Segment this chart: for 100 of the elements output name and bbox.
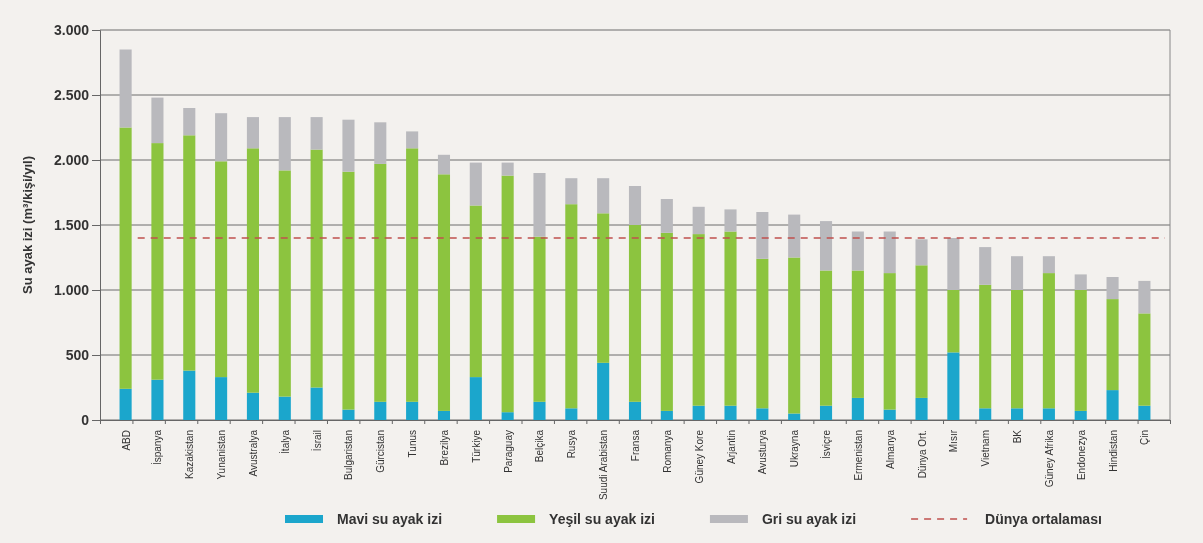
bar xyxy=(756,258,769,409)
bar xyxy=(119,388,132,420)
bar xyxy=(151,379,164,420)
bar xyxy=(119,49,132,128)
x-tick-label: İsrail xyxy=(310,430,323,452)
x-tick-label: Güney Kore xyxy=(693,429,705,484)
legend-label: Mavi su ayak izi xyxy=(337,511,443,527)
bar xyxy=(724,209,737,232)
bar xyxy=(1074,410,1087,420)
bar xyxy=(979,408,992,420)
bar xyxy=(469,205,482,378)
bar xyxy=(501,175,514,413)
bar xyxy=(628,401,642,420)
bar xyxy=(692,206,705,235)
y-tick-label: 1.000 xyxy=(53,281,90,298)
y-tick-label: 0 xyxy=(81,411,90,428)
x-tick-label: İtalya xyxy=(278,429,291,454)
y-tick-label: 3.000 xyxy=(53,21,90,38)
bar xyxy=(215,161,228,378)
bar xyxy=(246,117,259,149)
bar xyxy=(310,117,323,150)
bar xyxy=(342,119,355,172)
bar xyxy=(119,127,132,389)
bar xyxy=(947,238,960,290)
x-tick-label: Yunanistan xyxy=(216,430,228,480)
bar xyxy=(788,413,801,420)
bar xyxy=(819,221,833,271)
x-tick-label: Romanya xyxy=(661,429,673,473)
bar xyxy=(851,231,864,271)
y-tick-label: 2.000 xyxy=(53,151,90,168)
x-tick-label: Fransa xyxy=(630,429,641,462)
x-tick-label: Tunus xyxy=(407,430,419,458)
bar xyxy=(883,409,896,420)
bar xyxy=(1106,277,1119,300)
bar xyxy=(819,405,833,420)
x-tick-label: Suudi Arabistan xyxy=(598,430,610,501)
bar xyxy=(215,377,228,420)
bar xyxy=(1074,290,1087,411)
bar xyxy=(1106,299,1119,391)
bar xyxy=(851,397,864,420)
bar xyxy=(1042,256,1055,274)
bar xyxy=(1106,390,1119,420)
bar xyxy=(183,370,196,420)
bar xyxy=(501,162,514,176)
bar xyxy=(883,273,896,410)
bar xyxy=(533,173,546,237)
x-tick-label: Rusya xyxy=(566,429,578,459)
bar xyxy=(692,234,705,406)
bar xyxy=(246,392,259,420)
bar xyxy=(533,236,546,402)
bar xyxy=(1138,405,1151,420)
x-tick-label: Avusturya xyxy=(757,429,769,475)
bar xyxy=(660,410,673,420)
y-tick-label: 500 xyxy=(65,346,90,363)
x-tick-label: Ermenistan xyxy=(852,430,864,481)
bar xyxy=(756,212,769,259)
bar xyxy=(915,265,928,398)
bar xyxy=(597,362,610,420)
bar xyxy=(819,270,833,406)
bar xyxy=(692,405,705,420)
bar xyxy=(788,257,801,414)
bar xyxy=(246,148,259,393)
bar xyxy=(437,174,451,411)
x-tick-label: Mısır xyxy=(948,429,960,453)
bar xyxy=(469,162,482,206)
x-tick-label: Vietnam xyxy=(980,430,992,467)
bar xyxy=(851,270,864,398)
bar xyxy=(437,154,451,175)
x-tick-label: BK xyxy=(1012,429,1024,444)
legend-label: Gri su ayak izi xyxy=(761,511,857,527)
bar xyxy=(183,135,196,371)
bar xyxy=(278,117,291,171)
bar xyxy=(406,401,419,420)
bar xyxy=(278,396,291,420)
bar xyxy=(151,143,164,380)
bar xyxy=(947,352,960,420)
bar xyxy=(406,148,419,402)
x-tick-label: Kazakistan xyxy=(184,430,196,479)
bar xyxy=(1138,280,1151,314)
bar xyxy=(1138,313,1151,406)
bar xyxy=(151,97,164,144)
bar xyxy=(501,412,514,420)
bar xyxy=(1011,290,1024,409)
x-tick-label: Bulgaristan xyxy=(343,430,355,481)
x-tick-label: Belçika xyxy=(534,429,546,463)
bar xyxy=(915,397,928,420)
bar xyxy=(533,401,546,420)
bar xyxy=(374,401,387,420)
x-tick-label: İspanya xyxy=(151,429,164,466)
bar xyxy=(374,163,387,402)
x-tick-label: Avustralya xyxy=(247,429,259,477)
bar xyxy=(1074,274,1087,290)
x-tick-label: ABD xyxy=(120,430,132,451)
x-tick-label: Endonezya xyxy=(1075,429,1087,481)
bar xyxy=(1011,256,1024,290)
bar xyxy=(660,199,673,233)
bar xyxy=(979,247,992,285)
x-tick-label: Ukrayna xyxy=(789,429,801,468)
bar xyxy=(342,171,355,410)
bar xyxy=(437,410,451,420)
